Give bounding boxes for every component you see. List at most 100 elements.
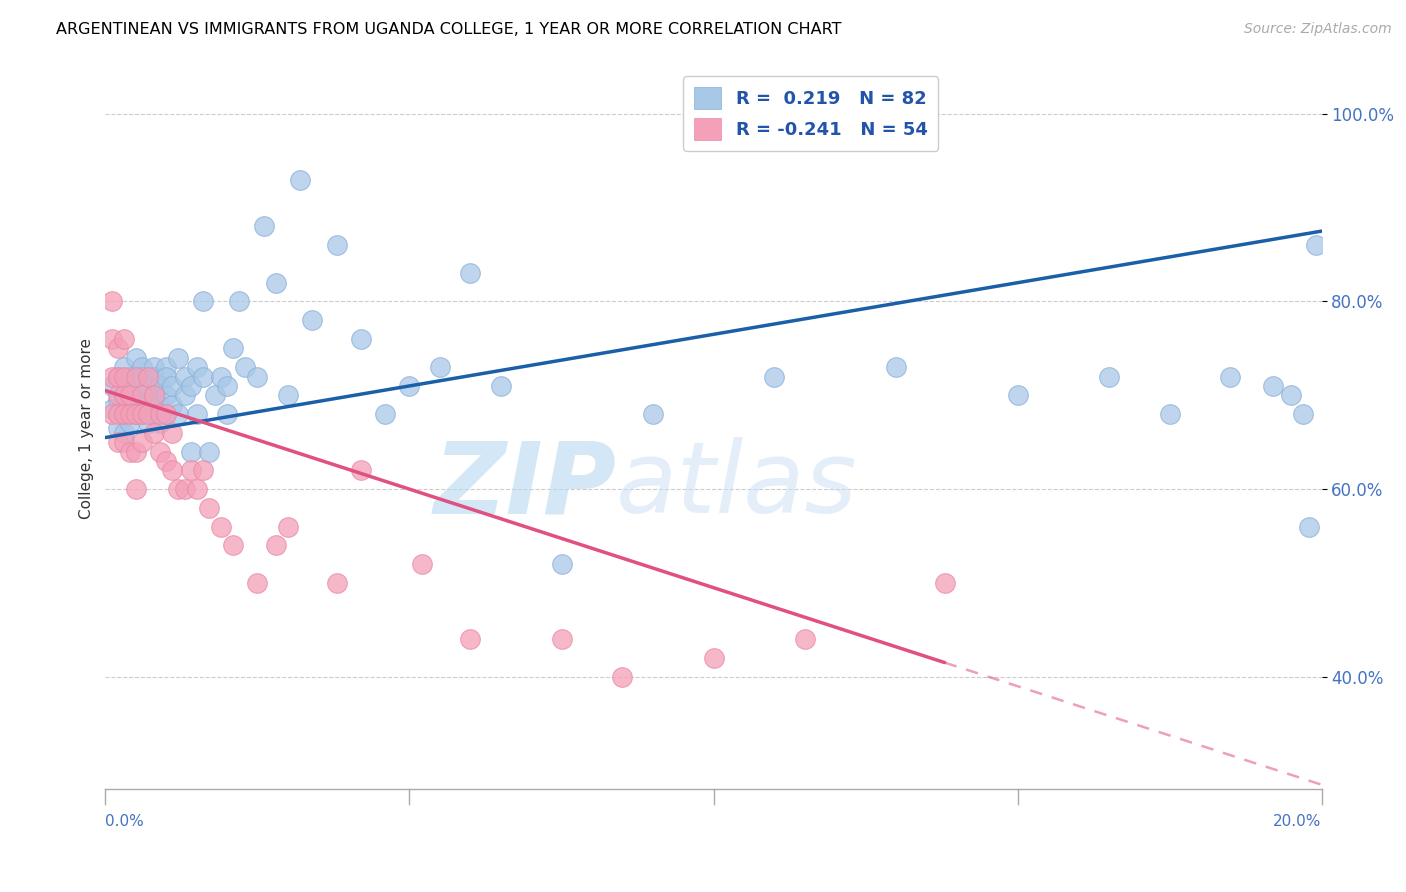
Point bbox=[277, 519, 299, 533]
Point bbox=[1219, 369, 1241, 384]
Point bbox=[100, 294, 122, 309]
Point bbox=[374, 407, 396, 421]
Point bbox=[252, 219, 274, 234]
Point bbox=[1098, 369, 1121, 384]
Point bbox=[191, 463, 214, 477]
Point bbox=[125, 388, 148, 402]
Point bbox=[125, 444, 148, 458]
Point bbox=[198, 444, 221, 458]
Point bbox=[411, 558, 433, 572]
Point bbox=[162, 463, 184, 477]
Point bbox=[100, 402, 122, 417]
Point bbox=[198, 500, 221, 515]
Point bbox=[162, 379, 184, 393]
Point bbox=[112, 435, 135, 450]
Point bbox=[149, 407, 172, 421]
Point bbox=[125, 369, 148, 384]
Point bbox=[118, 379, 141, 393]
Point bbox=[1298, 519, 1320, 533]
Point bbox=[143, 369, 166, 384]
Point bbox=[131, 435, 153, 450]
Point bbox=[143, 388, 166, 402]
Point bbox=[107, 388, 129, 402]
Legend: R =  0.219   N = 82, R = -0.241   N = 54: R = 0.219 N = 82, R = -0.241 N = 54 bbox=[683, 76, 938, 151]
Point bbox=[131, 360, 153, 375]
Text: 0.0%: 0.0% bbox=[105, 814, 145, 829]
Point bbox=[155, 388, 177, 402]
Point bbox=[131, 369, 153, 384]
Point bbox=[288, 172, 311, 186]
Point bbox=[143, 407, 166, 421]
Point bbox=[118, 444, 141, 458]
Point bbox=[107, 369, 129, 384]
Point bbox=[112, 425, 135, 440]
Point bbox=[612, 670, 634, 684]
Point bbox=[1007, 388, 1029, 402]
Point bbox=[162, 425, 184, 440]
Text: ZIP: ZIP bbox=[433, 437, 616, 534]
Point bbox=[217, 379, 239, 393]
Point bbox=[458, 266, 481, 280]
Point bbox=[155, 454, 177, 468]
Point bbox=[107, 407, 129, 421]
Point bbox=[702, 651, 725, 665]
Point bbox=[112, 407, 135, 421]
Point bbox=[641, 407, 664, 421]
Point bbox=[155, 369, 177, 384]
Point bbox=[884, 360, 907, 375]
Point bbox=[1261, 379, 1284, 393]
Point bbox=[125, 351, 148, 365]
Point bbox=[180, 463, 202, 477]
Point bbox=[1292, 407, 1315, 421]
Point bbox=[301, 313, 323, 327]
Point bbox=[125, 379, 148, 393]
Point bbox=[112, 332, 135, 346]
Point bbox=[325, 576, 347, 591]
Point bbox=[136, 388, 159, 402]
Point bbox=[118, 388, 141, 402]
Point bbox=[1279, 388, 1302, 402]
Point bbox=[107, 342, 129, 356]
Point bbox=[131, 398, 153, 412]
Point bbox=[1305, 238, 1327, 252]
Point bbox=[155, 407, 177, 421]
Point bbox=[398, 379, 420, 393]
Point bbox=[125, 482, 148, 496]
Point bbox=[100, 379, 122, 393]
Point bbox=[458, 632, 481, 647]
Point bbox=[191, 369, 214, 384]
Point bbox=[149, 398, 172, 412]
Point bbox=[112, 369, 135, 384]
Point bbox=[100, 369, 122, 384]
Point bbox=[136, 407, 159, 421]
Point bbox=[350, 463, 373, 477]
Point bbox=[125, 407, 148, 421]
Point bbox=[107, 435, 129, 450]
Point bbox=[186, 360, 208, 375]
Point bbox=[107, 392, 129, 407]
Point bbox=[277, 388, 299, 402]
Point bbox=[136, 417, 159, 431]
Point bbox=[209, 369, 232, 384]
Point bbox=[136, 379, 159, 393]
Point bbox=[204, 388, 226, 402]
Point bbox=[100, 407, 122, 421]
Point bbox=[112, 407, 135, 421]
Point bbox=[429, 360, 451, 375]
Point bbox=[550, 632, 572, 647]
Point bbox=[118, 417, 141, 431]
Point bbox=[118, 398, 141, 412]
Point bbox=[136, 398, 159, 412]
Point bbox=[155, 407, 177, 421]
Point bbox=[217, 407, 239, 421]
Point bbox=[173, 482, 195, 496]
Point bbox=[1159, 407, 1181, 421]
Point bbox=[222, 342, 245, 356]
Point bbox=[131, 388, 153, 402]
Point bbox=[191, 294, 214, 309]
Point bbox=[246, 576, 269, 591]
Point bbox=[149, 379, 172, 393]
Point bbox=[934, 576, 956, 591]
Point bbox=[100, 332, 122, 346]
Point bbox=[112, 388, 135, 402]
